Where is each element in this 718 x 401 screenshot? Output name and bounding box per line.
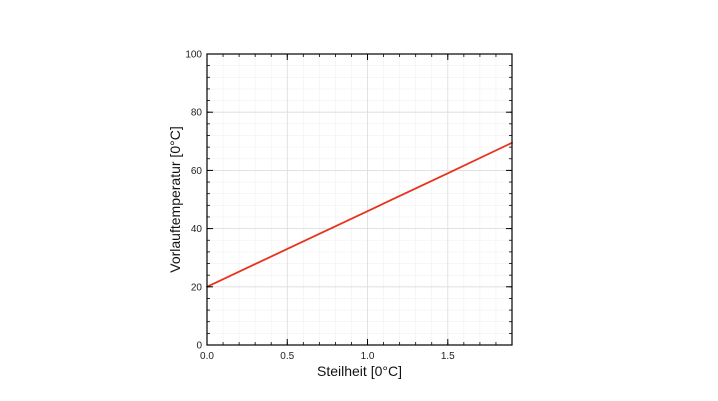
- y-tick-label: 60: [191, 166, 203, 177]
- x-axis-title: Steilheit [0°C]: [317, 363, 402, 379]
- tick-labels-layer: 0.0 0.5 1.0 1.5 0 20 40 60 80 100: [185, 50, 455, 363]
- plot-background: [207, 54, 512, 345]
- plot-frame: [206, 53, 513, 346]
- x-tick-label: 1.5: [441, 351, 455, 362]
- y-tick-label: 20: [191, 282, 203, 293]
- x-tick-label: 0.0: [200, 351, 214, 362]
- series-line: [206, 141, 513, 288]
- x-tick-label: 1.0: [361, 351, 375, 362]
- y-tick-label: 0: [196, 341, 202, 352]
- ticks-layer: [206, 53, 513, 346]
- y-tick-label: 80: [191, 108, 203, 119]
- y-tick-label: 100: [185, 50, 202, 61]
- series-layer: [206, 141, 513, 288]
- y-tick-label: 40: [191, 224, 203, 235]
- x-tick-label: 0.5: [280, 351, 294, 362]
- y-axis-title: Vorlauftemperatur [0°C]: [167, 126, 183, 272]
